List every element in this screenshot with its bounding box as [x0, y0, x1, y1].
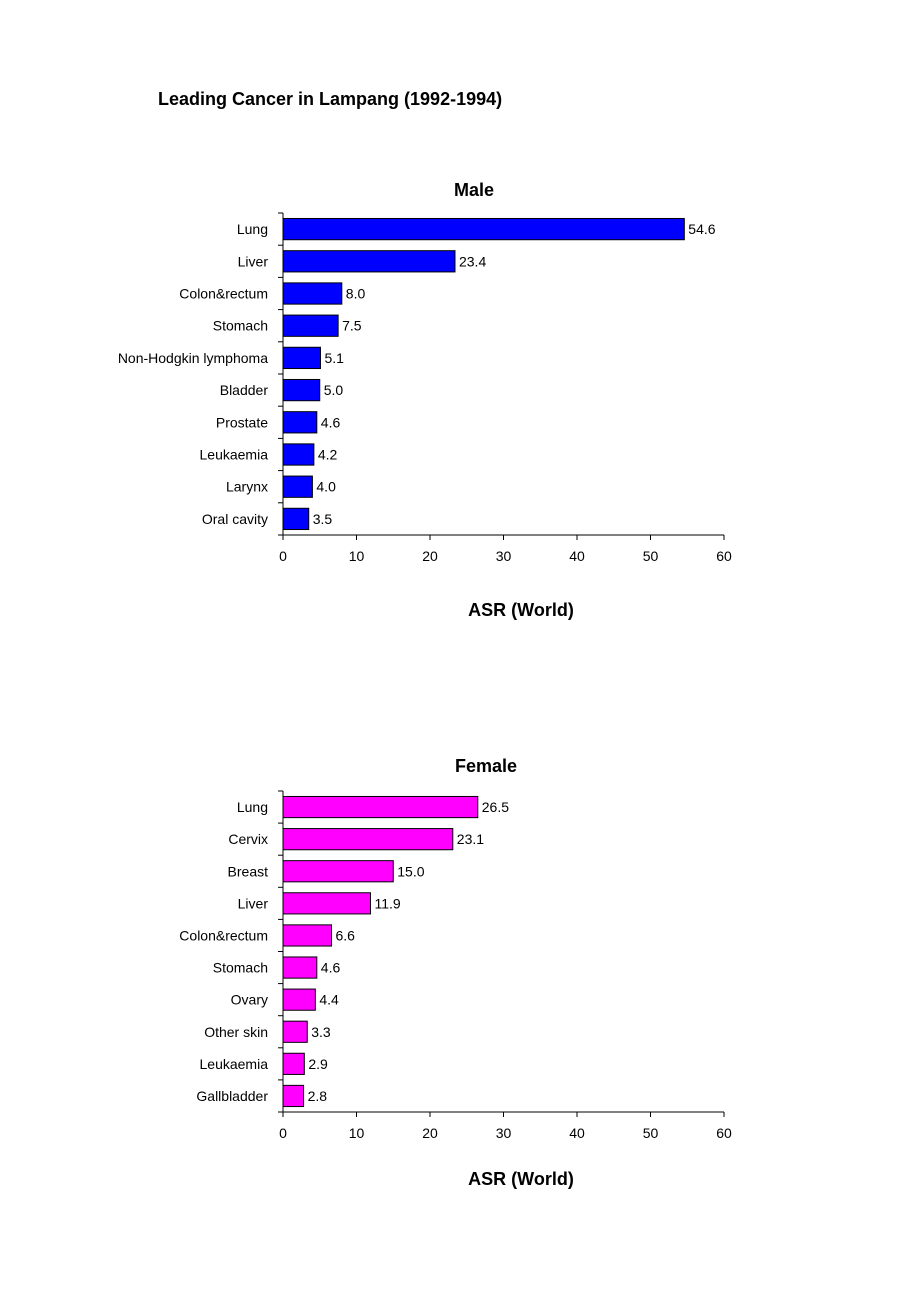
female-chart: Female 26.5 23.1 15.0 11.9 6.6 4.6 4.4 3.3 2.9 2.…: [179, 756, 732, 1189]
category-label: Colon&rectum: [179, 927, 268, 943]
x-tick-label: 60: [716, 548, 732, 564]
male-chart: Male 54.6 23.4 8.0 7.5 5.1 5.0 4.6 4.2 4.0 3.5 Lu…: [118, 180, 732, 620]
category-label: Breast: [228, 863, 269, 879]
x-tick-label: 30: [496, 1125, 512, 1141]
category-label: Larynx: [226, 479, 268, 495]
bar-stomach: [282, 314, 339, 337]
category-label: Leukaemia: [200, 447, 269, 463]
category-label: Other skin: [204, 1024, 268, 1040]
x-tick-label: 40: [569, 1125, 585, 1141]
bar-colon-rectum: [282, 924, 333, 947]
bar-liver: [282, 892, 371, 915]
bar-stomach: [282, 956, 318, 979]
category-label: Leukaemia: [200, 1056, 269, 1072]
chart-title: Male: [454, 180, 494, 200]
category-label: Colon&rectum: [179, 286, 268, 302]
data-label: 11.9: [374, 895, 400, 911]
bar-liver: [282, 250, 456, 273]
data-label: 15.0: [397, 863, 424, 879]
category-label: Gallbladder: [196, 1088, 268, 1104]
bar-lung: [282, 217, 685, 241]
bar-breast: [282, 860, 394, 883]
x-tick-label: 20: [422, 548, 438, 564]
data-label: 4.6: [321, 960, 341, 976]
page-title: Leading Cancer in Lampang (1992-1994): [158, 89, 503, 109]
x-tick-label: 0: [279, 1125, 287, 1141]
data-label: 2.8: [308, 1088, 328, 1104]
category-label: Lung: [237, 221, 268, 237]
bar-lung: [282, 795, 479, 819]
category-label: Prostate: [216, 414, 268, 430]
data-label: 23.1: [457, 831, 484, 847]
x-tick-label: 50: [643, 1125, 659, 1141]
x-tick-label: 40: [569, 548, 585, 564]
bar-leukaemia: [282, 443, 315, 466]
bar-bladder: [282, 378, 321, 402]
data-label: 6.6: [336, 927, 356, 943]
data-label: 3.5: [313, 511, 333, 527]
data-label: 23.4: [459, 253, 486, 269]
data-label: 4.4: [319, 992, 339, 1008]
bar-ovary: [282, 988, 316, 1011]
bar-colon-rectum: [282, 282, 343, 305]
bar-non-hodgkin-lymphoma: [282, 346, 321, 370]
data-label: 4.2: [318, 447, 338, 463]
x-tick-label: 60: [716, 1125, 732, 1141]
x-tick-label: 0: [279, 548, 287, 564]
category-label: Ovary: [231, 992, 268, 1008]
data-label: 5.1: [324, 350, 344, 366]
x-tick-label: 50: [643, 548, 659, 564]
data-label: 4.6: [321, 414, 341, 430]
data-label: 26.5: [482, 799, 509, 815]
x-tick-label: 20: [422, 1125, 438, 1141]
category-label: Bladder: [220, 382, 269, 398]
category-label: Liver: [238, 895, 269, 911]
x-tick-label: 30: [496, 548, 512, 564]
category-label: Liver: [238, 253, 269, 269]
data-label: 3.3: [311, 1024, 331, 1040]
category-label: Non-Hodgkin lymphoma: [118, 350, 268, 366]
data-label: 5.0: [324, 382, 344, 398]
bar-leukaemia: [282, 1052, 305, 1075]
data-label: 2.9: [308, 1056, 328, 1072]
chart-title: Female: [455, 756, 517, 776]
data-label: 7.5: [342, 318, 362, 334]
x-axis-title: ASR (World): [468, 1169, 574, 1189]
x-tick-label: 10: [349, 548, 365, 564]
data-label: 4.0: [316, 479, 336, 495]
bar-other-skin: [282, 1020, 308, 1043]
bar-oral-cavity: [282, 507, 310, 531]
category-label: Cervix: [228, 831, 268, 847]
bar-cervix: [282, 828, 454, 851]
bar-prostate: [282, 411, 318, 434]
bar-gallbladder: [282, 1084, 305, 1108]
bar-larynx: [282, 475, 313, 498]
category-label: Lung: [237, 799, 268, 815]
category-label: Stomach: [213, 960, 268, 976]
x-axis-title: ASR (World): [468, 600, 574, 620]
category-label: Oral cavity: [202, 511, 268, 527]
x-tick-label: 10: [349, 1125, 365, 1141]
data-label: 8.0: [346, 286, 366, 302]
category-label: Stomach: [213, 318, 268, 334]
data-label: 54.6: [688, 221, 715, 237]
